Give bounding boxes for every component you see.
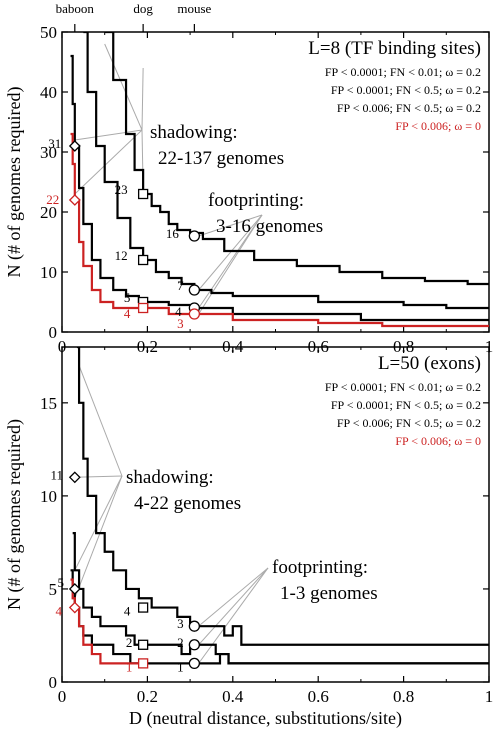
panel2-annotation-1-line-1: shadowing: xyxy=(126,467,214,488)
panel1-annotation-2-leader xyxy=(198,214,263,315)
panel1-marker-label: 16 xyxy=(166,226,180,241)
panel1-legend-entry-1: FP < 0.0001; FN < 0.01; ω = 0.2 xyxy=(325,65,481,79)
panel2-legend-entry-1: FP < 0.0001; FN < 0.01; ω = 0.2 xyxy=(325,380,481,394)
panel1-annotation-1-leader xyxy=(74,129,143,195)
panel2-x-tick-label: 0 xyxy=(58,687,67,706)
panel1-chart-title: L=8 (TF binding sites) xyxy=(308,38,481,59)
panel1-y-tick-label: 40 xyxy=(40,83,57,102)
panel2-annotation-2-leader xyxy=(198,567,269,664)
panel2-marker-circle xyxy=(188,620,201,632)
panel2-marker-square xyxy=(137,658,149,669)
panel2-x-tick-label: 0.4 xyxy=(222,687,244,706)
panel2-annotation-2-line-1: footprinting: xyxy=(272,557,368,578)
panel2-y-tick-label: 15 xyxy=(40,394,57,413)
panel2-y-tick-label: 5 xyxy=(49,580,58,599)
panel1-marker-circle xyxy=(188,230,201,242)
panel1-marker-label: 12 xyxy=(115,248,128,263)
panel2-x-tick-label: 0.6 xyxy=(308,687,329,706)
panel1-marker-diamond xyxy=(68,140,81,152)
panel1-annotation-2-leader xyxy=(198,214,263,291)
panel1-series-line-1 xyxy=(104,32,489,286)
panel2-marker-diamond xyxy=(68,471,81,484)
panel1-y-tick-label: 0 xyxy=(49,323,58,342)
panel2-annotation-1-leader xyxy=(78,365,123,477)
panel1-marker-label: 22 xyxy=(46,192,59,207)
panel1-series-line-3 xyxy=(70,54,489,322)
panel1-y-tick-label: 10 xyxy=(40,263,57,282)
panel2-marker-label: 2 xyxy=(126,635,133,650)
panel1-marker-label: 31 xyxy=(48,136,61,151)
panel2-annotation-2-leader xyxy=(198,567,269,646)
panel2-marker-square xyxy=(137,602,149,613)
panel1-marker-label: 4 xyxy=(124,306,131,321)
panel2-chart-title: L=50 (exons) xyxy=(378,353,481,374)
panel2-marker-label: 4 xyxy=(124,604,131,619)
panel2-marker-circle xyxy=(188,639,201,651)
panel2-marker-label: 2 xyxy=(177,635,184,650)
panel1-marker-label: 3 xyxy=(177,316,184,331)
panel2-annotation-1-leader xyxy=(74,475,123,478)
panel1-annotation-2-leader xyxy=(198,214,263,237)
panel1-annotation-1-leader xyxy=(104,43,143,131)
panel1-marker-label: 7 xyxy=(177,278,184,293)
panel1-marker-square xyxy=(137,302,149,314)
panel2-x-tick-label: 0.8 xyxy=(393,687,414,706)
panel1-annotation-2-leader xyxy=(198,214,263,309)
panel2-marker-label: 1 xyxy=(177,659,184,674)
panel2-marker-label: 11 xyxy=(51,467,64,482)
panel1-annotation-1-leader xyxy=(141,67,144,131)
panel1-annotation-2-line-1: footprinting: xyxy=(208,190,304,211)
panel1-series-line-2 xyxy=(83,32,489,310)
panel2-annotation-1-leader xyxy=(74,475,123,571)
panel2-y-tick-label: 0 xyxy=(49,673,58,692)
panel2-marker-diamond xyxy=(68,601,81,614)
panel2-y-tick-label: 10 xyxy=(40,487,57,506)
panel2-marker-diamond xyxy=(68,583,81,595)
species-label-baboon: baboon xyxy=(56,1,95,16)
panel1-marker-square xyxy=(137,254,149,266)
panel2-series-line-1 xyxy=(76,347,489,646)
panel1-marker-label: 4 xyxy=(175,304,182,319)
panel1-legend-entry-2: FP < 0.0001; FN < 0.5; ω = 0.2 xyxy=(331,83,481,97)
panel1-marker-circle xyxy=(188,308,201,320)
panel2-legend-entry-2: FP < 0.0001; FN < 0.5; ω = 0.2 xyxy=(331,398,481,412)
panel2-x-tick-label: 1 xyxy=(485,687,494,706)
panel1-legend-entry-3: FP < 0.006; FN < 0.5; ω = 0.2 xyxy=(337,101,481,115)
panel1-legend-entry-4: FP < 0.006; ω = 0 xyxy=(395,119,481,133)
panel2-annotation-1-line-2: 4-22 genomes xyxy=(134,493,241,514)
panel2-marker-circle xyxy=(188,657,201,670)
panel1-annotation-2-line-2: 3-16 genomes xyxy=(216,216,323,237)
panel1-marker-circle xyxy=(188,284,201,296)
panel1-annotation-1-leader xyxy=(74,129,143,141)
panel1-marker-square xyxy=(137,188,149,200)
panel2-marker-label: 3 xyxy=(177,616,184,631)
panel2-x-axis-label: D (neutral distance, substitutions/site) xyxy=(129,708,402,729)
panel1-annotation-1-line-1: shadowing: xyxy=(150,122,238,143)
panel2-marker-label: 5 xyxy=(58,575,65,590)
panel1-marker-diamond xyxy=(68,194,81,206)
panel1-annotation-1-line-2: 22-137 genomes xyxy=(158,148,284,169)
species-label-dog: dog xyxy=(133,1,153,16)
panel1-y-axis-label: N (# of genomes required) xyxy=(4,87,25,278)
panel1-marker-label: 5 xyxy=(124,290,131,305)
panel2-series-line-4 xyxy=(70,578,144,665)
panel2-marker-square xyxy=(137,639,149,650)
panel2-y-axis-label: N (# of genomes required) xyxy=(4,419,25,610)
panel2-marker-label: 1 xyxy=(126,659,133,674)
species-label-mouse: mouse xyxy=(177,1,211,16)
panel1-y-tick-label: 50 xyxy=(40,23,57,42)
panel2-x-tick-label: 0.2 xyxy=(137,687,158,706)
panel2-marker-label: 4 xyxy=(56,604,63,619)
panel1-y-tick-label: 30 xyxy=(40,143,57,162)
panel2-legend-entry-4: FP < 0.006; ω = 0 xyxy=(395,434,481,448)
panel2-legend-entry-3: FP < 0.006; FN < 0.5; ω = 0.2 xyxy=(337,416,481,430)
panel2-annotation-1-leader xyxy=(74,475,123,599)
panel2-annotation-2-leader xyxy=(198,567,269,627)
panel2-annotation-2-line-2: 1-3 genomes xyxy=(280,583,378,604)
panel1-y-tick-label: 20 xyxy=(40,203,57,222)
panel1-marker-label: 23 xyxy=(115,182,128,197)
